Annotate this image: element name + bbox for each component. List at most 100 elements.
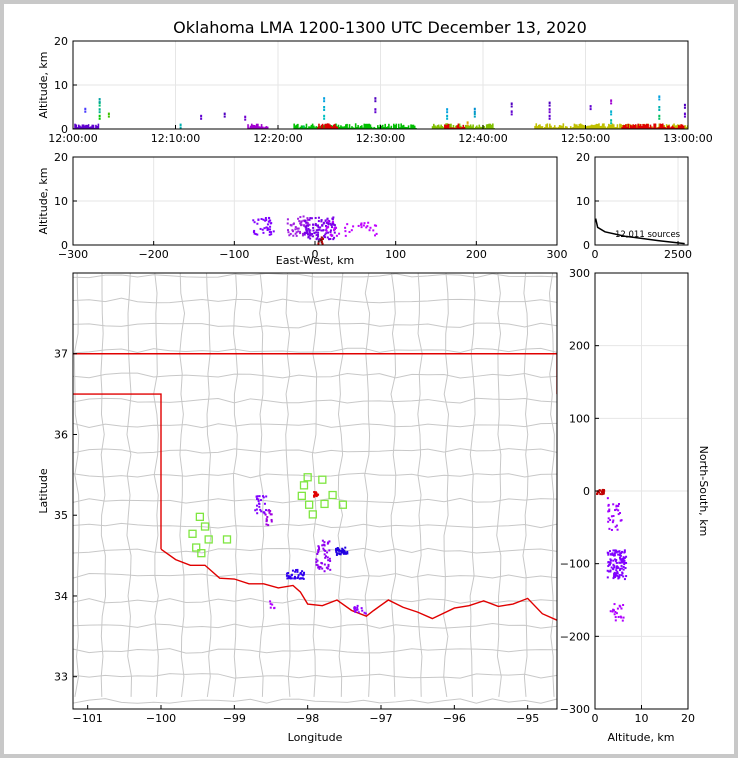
source-point	[316, 237, 319, 240]
source-point	[665, 127, 668, 129]
source-point	[466, 125, 468, 129]
source-point	[683, 115, 686, 118]
source-point	[612, 577, 615, 580]
plan-view-panel: −101 −100 −99 −98 −97 −96 −95 33 34 35 36 37 Latitu…	[37, 272, 558, 744]
source-point	[360, 223, 363, 226]
source-point	[612, 514, 615, 517]
county-line	[73, 547, 557, 554]
source-point	[263, 127, 265, 129]
source-point	[613, 552, 616, 555]
station-marker	[200, 522, 210, 531]
source-point	[606, 576, 609, 579]
source-point	[338, 126, 341, 129]
source-point	[308, 218, 311, 221]
source-point	[548, 117, 551, 120]
source-point	[589, 108, 592, 111]
source-point	[362, 224, 365, 227]
source-point	[341, 548, 344, 551]
source-point	[610, 113, 613, 116]
source-point	[363, 123, 366, 129]
source-point	[107, 115, 110, 118]
source-point	[322, 125, 325, 129]
ew-tick-label: 100	[385, 248, 406, 261]
county-line	[417, 273, 423, 697]
source-point	[608, 123, 610, 129]
hist-alt-tick-label: 0	[583, 239, 590, 252]
source-point	[298, 220, 301, 223]
source-point	[321, 229, 324, 232]
source-point	[610, 110, 613, 113]
source-point	[298, 127, 300, 129]
source-point	[471, 126, 473, 129]
source-point	[623, 125, 626, 129]
source-point	[294, 570, 297, 573]
source-point	[264, 219, 267, 222]
source-point	[622, 556, 625, 559]
source-point	[291, 569, 294, 572]
source-point	[313, 495, 316, 498]
source-point	[332, 124, 335, 129]
source-point	[381, 124, 384, 129]
source-point	[510, 110, 513, 113]
source-point	[357, 224, 360, 227]
source-point	[617, 127, 620, 129]
source-point	[537, 124, 540, 129]
source-point	[286, 222, 289, 225]
source-point	[253, 221, 256, 224]
source-point	[355, 608, 358, 611]
source-point	[402, 124, 405, 129]
source-point	[265, 126, 268, 129]
source-point	[380, 125, 383, 129]
source-point	[305, 224, 308, 227]
source-point	[641, 126, 643, 129]
north-south-xlabel: Altitude, km	[607, 731, 674, 744]
source-point	[605, 127, 608, 129]
county-line	[73, 397, 557, 404]
source-point	[677, 125, 680, 129]
source-point	[315, 558, 318, 561]
source-point	[292, 234, 295, 237]
source-point	[313, 125, 315, 129]
source-point	[618, 556, 621, 559]
source-point	[614, 509, 617, 512]
source-point	[270, 518, 273, 521]
source-point	[356, 604, 359, 607]
source-point	[293, 575, 296, 578]
ew-tick-label: −200	[139, 248, 169, 261]
source-point	[400, 123, 402, 129]
source-point	[265, 226, 268, 229]
source-point	[473, 107, 476, 111]
source-point	[407, 125, 410, 129]
source-point	[374, 97, 377, 100]
source-point	[680, 124, 683, 129]
source-point	[615, 566, 618, 569]
source-point	[604, 126, 606, 129]
source-point	[636, 127, 638, 129]
source-point	[317, 240, 320, 243]
source-point	[301, 234, 304, 237]
source-point	[314, 127, 316, 129]
source-point	[619, 558, 622, 561]
source-point	[325, 227, 328, 230]
ns-tick-label: 100	[569, 412, 590, 425]
source-point	[440, 124, 442, 129]
source-point	[354, 123, 357, 129]
source-point	[648, 127, 651, 129]
county-line	[73, 448, 557, 454]
source-point	[546, 123, 549, 129]
source-point	[296, 227, 299, 230]
source-point	[598, 489, 601, 492]
source-point	[300, 125, 303, 129]
source-point	[510, 102, 513, 105]
source-point	[310, 234, 313, 237]
source-point	[252, 219, 255, 222]
source-point	[320, 240, 323, 243]
source-point	[620, 607, 623, 610]
source-point	[384, 123, 386, 129]
source-point	[317, 551, 320, 554]
source-point	[452, 127, 455, 129]
source-point	[617, 566, 620, 569]
source-point	[405, 127, 407, 129]
source-point	[619, 554, 622, 557]
state-border	[73, 393, 162, 550]
